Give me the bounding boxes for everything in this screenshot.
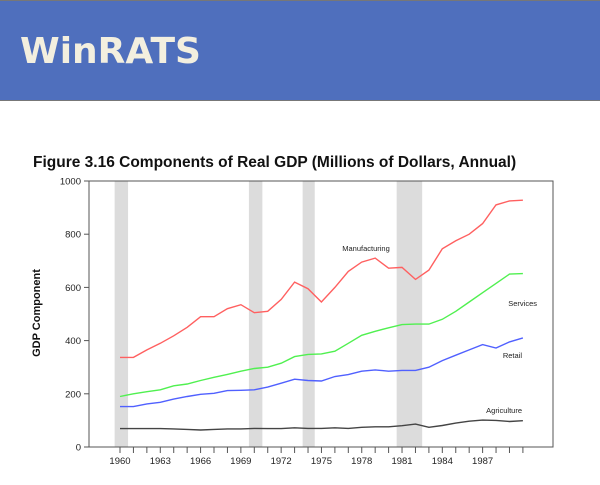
axes: 0 200 400 600 800 1000 1960 1963 1966 1969 1972 197…: [60, 177, 554, 467]
series-label-services: Services: [508, 299, 537, 308]
chart-title: Figure 3.16 Components of Real GDP (Mill…: [33, 154, 517, 171]
header-banner: WinRATS: [0, 0, 600, 101]
recession-band: [396, 181, 423, 447]
x-tick-label: 1987: [472, 456, 493, 467]
x-tick-label: 1984: [432, 456, 453, 467]
x-tick-label: 1966: [190, 456, 211, 467]
recession-band: [302, 181, 315, 447]
series-label-manufacturing: Manufacturing: [342, 244, 390, 253]
recession-bands: [114, 181, 423, 447]
x-tick-label: 1972: [271, 456, 292, 467]
x-tick-label: 1975: [311, 456, 332, 467]
x-tick-label: 1981: [391, 456, 412, 467]
y-axis-label: GDP Component: [31, 269, 43, 357]
recession-band: [248, 181, 263, 447]
y-tick-label: 800: [65, 230, 81, 241]
series-line-manufacturing: [120, 199, 523, 359]
x-tick-label: 1969: [230, 456, 251, 467]
series-line-services: [119, 272, 523, 398]
series-line-retail: [120, 337, 524, 408]
recession-band: [114, 181, 129, 447]
series-lines: [119, 199, 524, 431]
y-tick-label: 600: [65, 283, 81, 294]
series-labels: Manufacturing Services Retail Agriculture: [342, 244, 537, 415]
x-tick-label: 1963: [150, 456, 171, 467]
y-tick-label: 400: [65, 336, 81, 347]
y-tick-label: 200: [65, 389, 81, 400]
winrats-logo: WinRATS: [20, 31, 201, 72]
series-label-agriculture: Agriculture: [486, 406, 522, 415]
series-label-retail: Retail: [503, 351, 523, 360]
series-line-agriculture: [120, 419, 523, 431]
plot-frame: [88, 180, 554, 448]
x-tick-label: 1978: [351, 456, 372, 467]
y-tick-label: 1000: [60, 177, 81, 188]
x-tick-label: 1960: [109, 456, 130, 467]
y-tick-label: 0: [76, 443, 81, 454]
